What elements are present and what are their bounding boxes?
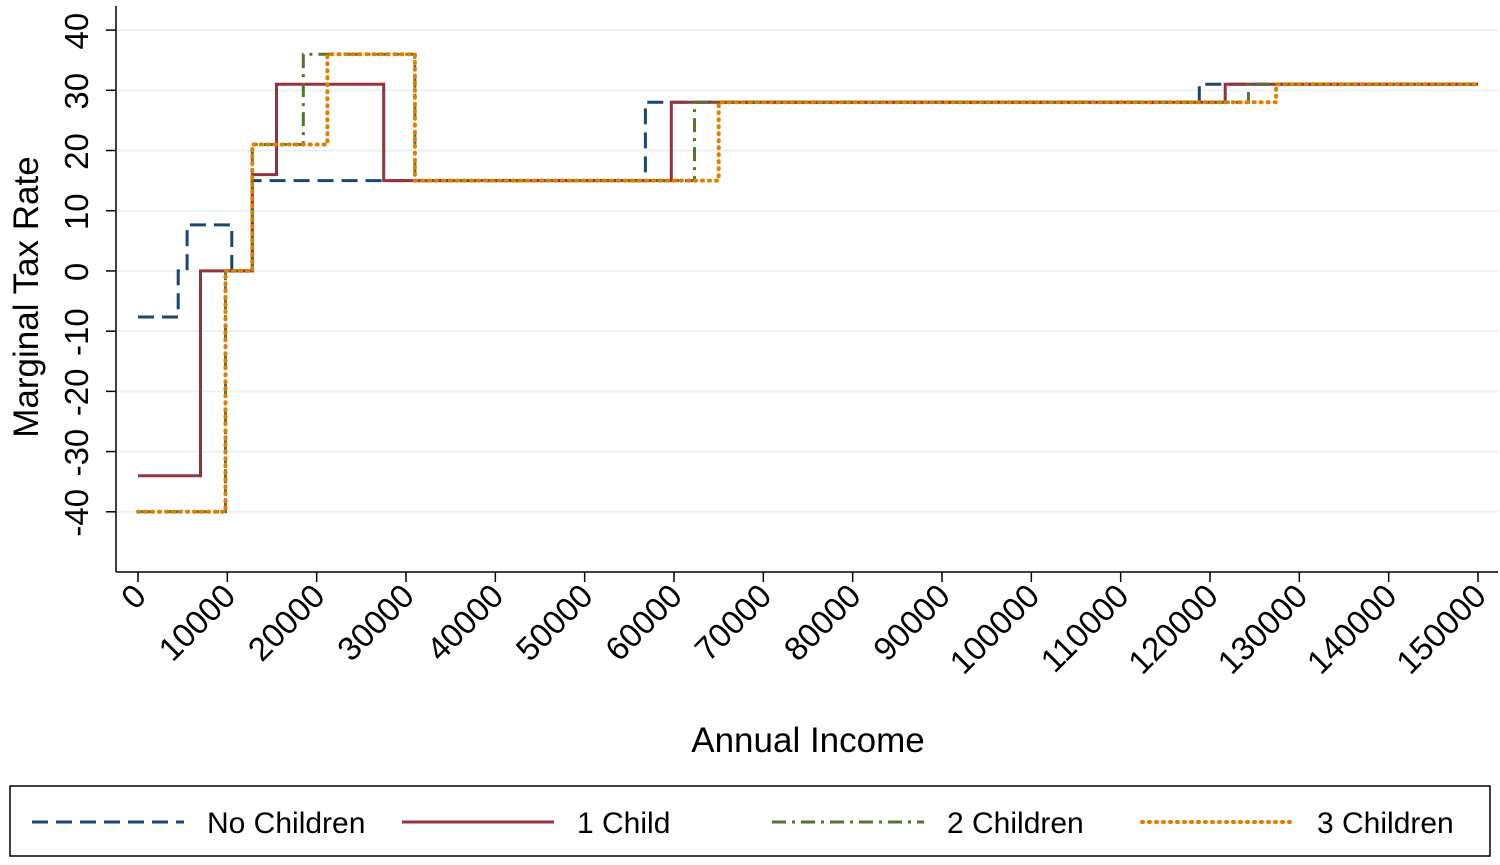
y-tick-label: -10 [58,308,95,356]
series-line-3-children [136,52,1480,514]
y-tick-label: -20 [58,369,95,417]
grid-layer [117,29,1498,513]
x-tick-label: 0 [114,577,153,616]
x-tick-label: 110000 [1033,577,1135,679]
axes-layer [115,6,1498,573]
legend-label: 2 Children [947,807,1084,840]
x-tick-label: 60000 [598,577,689,668]
y-tick-label: -30 [58,429,95,477]
legend-label: 1 Child [577,807,670,840]
x-tick-label: 70000 [687,577,778,668]
y-tick-label: 10 [58,193,95,230]
x-axis-label: Annual Income [691,721,924,760]
series-line-1-child [138,82,1478,478]
series-line-no-children [138,82,1478,319]
x-tick-label: 50000 [509,577,600,668]
x-tick-label: 30000 [330,577,421,668]
x-tick-label: 100000 [942,577,1046,681]
y-tick-label: 20 [58,133,95,170]
legend-label: No Children [207,807,365,840]
x-tick-label: 10000 [151,577,242,668]
x-tick-label: 20000 [241,577,332,668]
y-axis-label: Marginal Tax Rate [7,156,46,437]
y-tick-label: 40 [58,13,95,50]
series-layer [136,52,1480,514]
y-tick-label: 0 [58,263,95,281]
x-tick-label: 140000 [1300,577,1404,681]
y-tick-label: -40 [58,489,95,537]
x-tick-label: 150000 [1389,577,1493,681]
tick-layer: -40-30-20-100102030400100002000030000400… [58,13,1493,681]
x-tick-label: 40000 [419,577,510,668]
x-tick-label: 80000 [777,577,868,668]
y-tick-label: 30 [58,73,95,110]
series-line-2-children [138,52,1478,514]
x-tick-label: 120000 [1121,577,1225,681]
legend-box [9,785,1491,857]
x-tick-label: 130000 [1210,577,1314,681]
legend-label: 3 Children [1317,807,1454,840]
legend: No Children 1 Child 2 Children 3 Children [9,785,1491,857]
